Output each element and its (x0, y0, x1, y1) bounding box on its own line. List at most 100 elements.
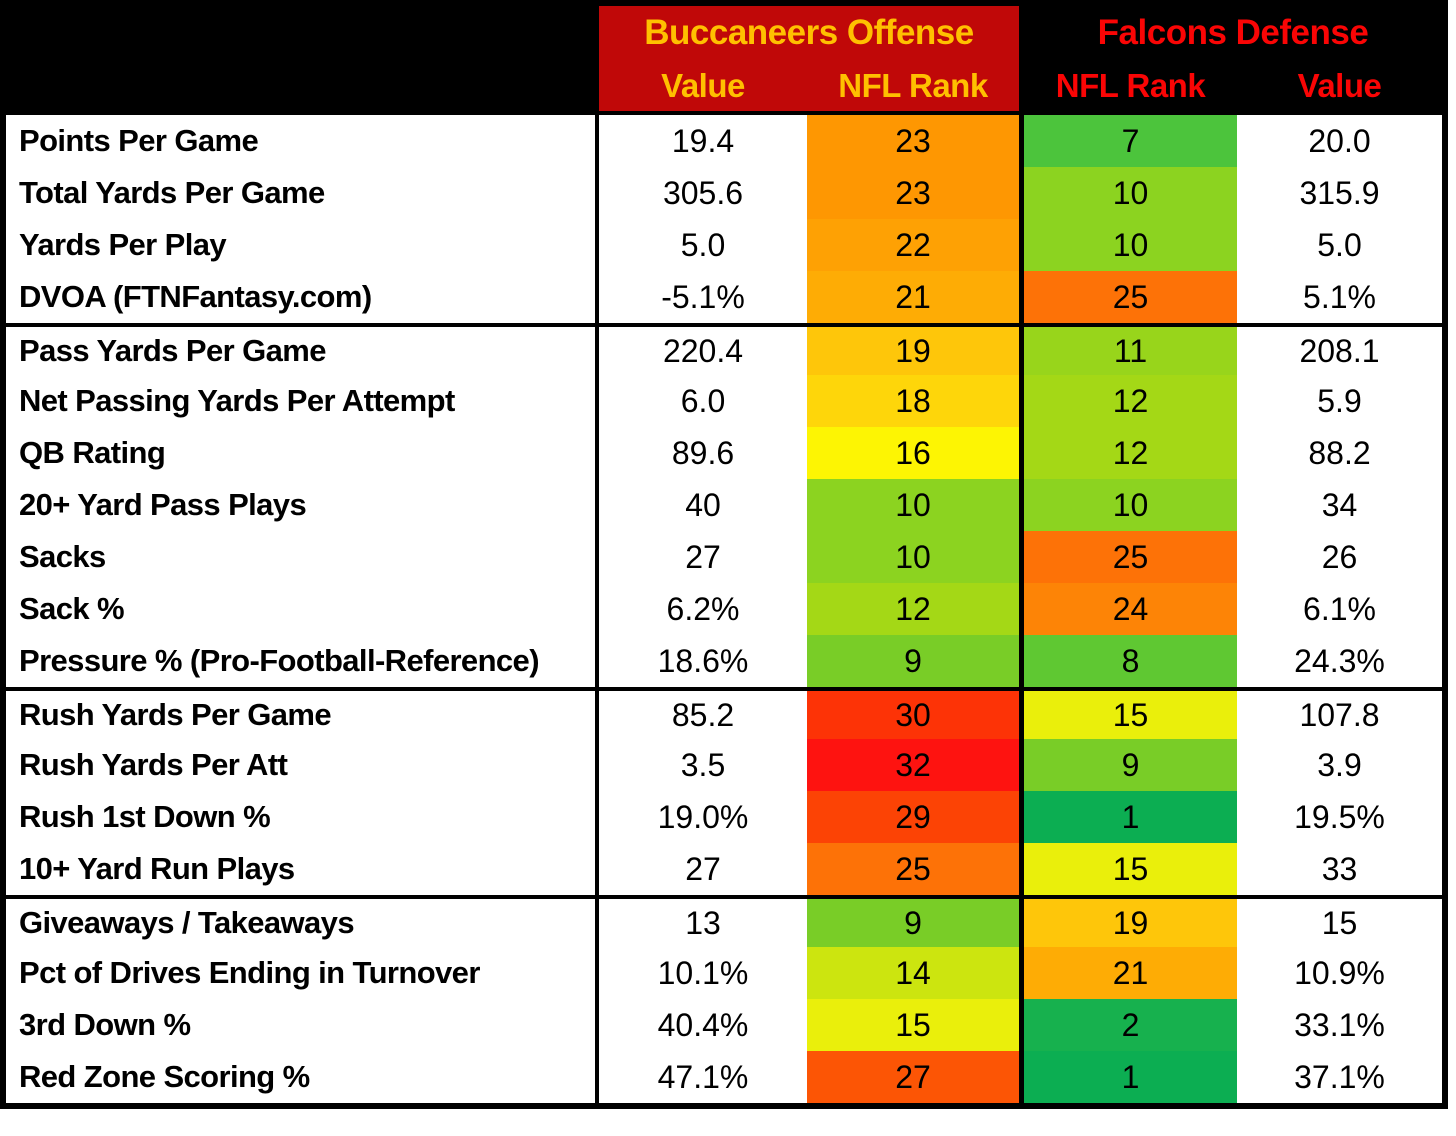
bucs-rank-cell: 12 (807, 583, 1024, 635)
bucs-value-cell: 89.6 (671, 434, 735, 471)
falcons-rank-cell: 1 (1024, 791, 1237, 843)
falcons-value-cell: 24.3% (1294, 642, 1385, 679)
table-row: Sack % 6.2% 12 24 6.1% (6, 583, 1442, 635)
falcons-value-cell: 10.9% (1294, 954, 1385, 991)
stat-label: 3rd Down % (6, 999, 599, 1051)
bucs-rank-cell: 15 (807, 999, 1024, 1051)
falcons-rank-cell: 1 (1024, 1051, 1237, 1103)
table-header: Buccaneers Offense Value NFL Rank Falcon… (6, 6, 1442, 111)
falcons-rank-column-header: NFL Rank (1055, 66, 1206, 104)
falcons-value-cell: 20.0 (1308, 122, 1371, 159)
falcons-value-column-header: Value (1297, 66, 1382, 104)
falcons-rank-cell: 12 (1024, 427, 1237, 479)
bucs-rank-cell: 22 (807, 219, 1024, 271)
falcons-subheader: NFL Rank Value (1024, 60, 1442, 111)
stat-label: Pct of Drives Ending in Turnover (6, 947, 599, 999)
bucs-value-cell: 40.4% (657, 1006, 749, 1043)
falcons-rank-cell: 21 (1024, 947, 1237, 999)
bucs-value-cell: 19.0% (657, 798, 749, 835)
stats-comparison-table: Buccaneers Offense Value NFL Rank Falcon… (0, 0, 1448, 1109)
bucs-value-cell: 220.4 (662, 332, 744, 369)
stat-label: QB Rating (6, 427, 599, 479)
stat-label: Giveaways / Takeaways (6, 899, 599, 947)
falcons-value-cell: 88.2 (1308, 434, 1371, 471)
falcons-value-cell: 315.9 (1299, 174, 1380, 211)
bucs-value-cell: -5.1% (661, 278, 745, 315)
bucs-rank-cell: 27 (807, 1051, 1024, 1103)
stat-label: Rush 1st Down % (6, 791, 599, 843)
stat-label: Total Yards Per Game (6, 167, 599, 219)
falcons-value-cell: 37.1% (1294, 1058, 1385, 1095)
table-row: 10+ Yard Run Plays 27 25 15 33 (6, 843, 1442, 895)
bucs-value-cell: 19.4 (671, 122, 735, 159)
bucs-value-cell: 40 (685, 486, 721, 523)
table-row: Points Per Game 19.4 23 7 20.0 (6, 115, 1442, 167)
bucs-value-cell: 305.6 (662, 174, 744, 211)
stat-label: Net Passing Yards Per Attempt (6, 375, 599, 427)
bucs-value-cell: 13 (685, 904, 721, 941)
falcons-rank-cell: 24 (1024, 583, 1237, 635)
falcons-rank-cell: 10 (1024, 219, 1237, 271)
stat-label: Rush Yards Per Game (6, 691, 599, 739)
table-row: 20+ Yard Pass Plays 40 10 10 34 (6, 479, 1442, 531)
falcons-value-cell: 107.8 (1299, 696, 1380, 733)
bucs-rank-cell: 10 (807, 531, 1024, 583)
bucs-value-cell: 27 (685, 850, 721, 887)
falcons-header-title: Falcons Defense (1097, 13, 1369, 52)
stat-label: Pressure % (Pro-Football-Reference) (6, 635, 599, 687)
falcons-value-cell: 5.9 (1317, 382, 1362, 419)
bucs-value-cell: 47.1% (657, 1058, 749, 1095)
bucs-rank-cell: 32 (807, 739, 1024, 791)
falcons-value-cell: 26 (1321, 538, 1358, 575)
falcons-value-cell: 33.1% (1294, 1006, 1385, 1043)
table-row: Pressure % (Pro-Football-Reference) 18.6… (6, 635, 1442, 687)
bucs-rank-cell: 14 (807, 947, 1024, 999)
table-row: Red Zone Scoring % 47.1% 27 1 37.1% (6, 1051, 1442, 1103)
falcons-rank-cell: 7 (1024, 115, 1237, 167)
stat-label: Yards Per Play (6, 219, 599, 271)
table-row: Pct of Drives Ending in Turnover 10.1% 1… (6, 947, 1442, 999)
bucs-rank-cell: 16 (807, 427, 1024, 479)
bucs-value-cell: 3.5 (680, 746, 726, 783)
stat-label: 10+ Yard Run Plays (6, 843, 599, 895)
table-row: Yards Per Play 5.0 22 10 5.0 (6, 219, 1442, 271)
falcons-rank-cell: 10 (1024, 479, 1237, 531)
bucs-header-title: Buccaneers Offense (644, 13, 974, 52)
table-row: Rush Yards Per Att 3.5 32 9 3.9 (6, 739, 1442, 791)
falcons-rank-cell: 19 (1024, 899, 1237, 947)
bucs-value-cell: 27 (685, 538, 721, 575)
bucs-rank-cell: 29 (807, 791, 1024, 843)
bucs-rank-cell: 23 (807, 167, 1024, 219)
stat-label: Sack % (6, 583, 599, 635)
falcons-value-cell: 6.1% (1303, 590, 1376, 627)
table-row: 3rd Down % 40.4% 15 2 33.1% (6, 999, 1442, 1051)
stat-label: Sacks (6, 531, 599, 583)
falcons-value-cell: 33 (1321, 850, 1358, 887)
falcons-value-cell: 15 (1321, 904, 1358, 941)
table-row: Rush Yards Per Game 85.2 30 15 107.8 (6, 687, 1442, 739)
table-body: Points Per Game 19.4 23 7 20.0 Total Yar… (6, 111, 1442, 1103)
table-row: Total Yards Per Game 305.6 23 10 315.9 (6, 167, 1442, 219)
falcons-rank-cell: 11 (1024, 327, 1237, 375)
table-row: Pass Yards Per Game 220.4 19 11 208.1 (6, 323, 1442, 375)
falcons-value-cell: 3.9 (1317, 746, 1362, 783)
bucs-rank-cell: 23 (807, 115, 1024, 167)
stat-label: Pass Yards Per Game (6, 327, 599, 375)
falcons-value-cell: 34 (1321, 486, 1358, 523)
bucs-rank-cell: 30 (807, 691, 1024, 739)
falcons-value-cell: 5.1% (1303, 278, 1376, 315)
bucs-value-cell: 10.1% (657, 954, 749, 991)
bucs-value-column-header: Value (661, 66, 745, 104)
bucs-rank-cell: 21 (807, 271, 1024, 323)
falcons-rank-cell: 25 (1024, 271, 1237, 323)
bucs-value-cell: 85.2 (671, 696, 735, 733)
bucs-rank-cell: 9 (807, 635, 1024, 687)
bucs-header: Buccaneers Offense Value NFL Rank (599, 6, 1024, 111)
bucs-rank-column-header: NFL Rank (838, 66, 988, 104)
bucs-value-cell: 6.2% (666, 590, 740, 627)
bucs-value-cell: 6.0 (680, 382, 726, 419)
falcons-value-cell: 19.5% (1294, 798, 1385, 835)
bucs-rank-cell: 10 (807, 479, 1024, 531)
falcons-rank-cell: 15 (1024, 691, 1237, 739)
bucs-subheader: Value NFL Rank (599, 60, 1019, 111)
